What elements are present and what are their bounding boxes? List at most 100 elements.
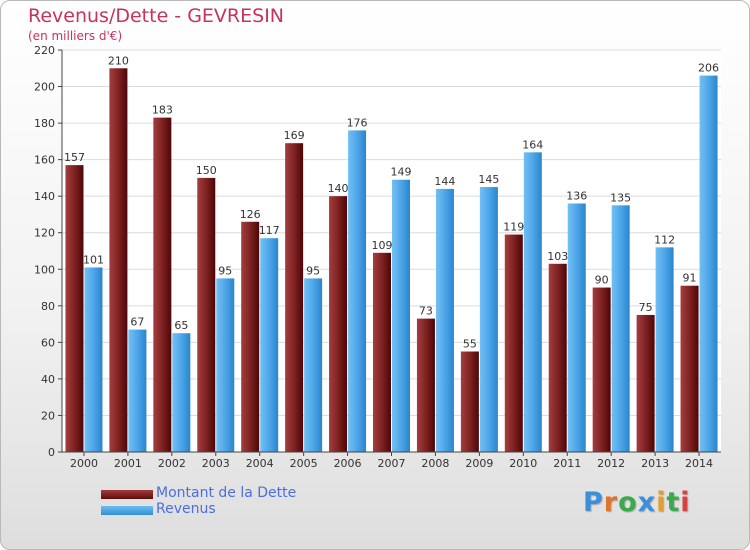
plot-area [62, 50, 721, 452]
x-tick-label: 2002 [158, 457, 186, 470]
y-tick-label: 0 [48, 446, 55, 459]
bar-revenus [611, 205, 630, 452]
bar-revenus [435, 188, 454, 452]
x-tick-label: 2000 [70, 457, 98, 470]
x-tick-label: 2003 [202, 457, 230, 470]
bar-revenus [348, 130, 367, 452]
bar-revenus [523, 152, 542, 452]
bar-revenus [655, 247, 674, 452]
data-label: 126 [240, 208, 261, 221]
bar-dette [680, 285, 699, 452]
y-tick-label: 80 [41, 300, 55, 313]
bar-revenus [567, 203, 586, 452]
data-label: 119 [503, 221, 524, 234]
x-tick-label: 2011 [553, 457, 581, 470]
logo-letter: x [637, 487, 657, 518]
data-label: 169 [284, 129, 305, 142]
logo-letter: i [656, 487, 667, 518]
logo-letter: r [603, 487, 619, 518]
data-label: 65 [174, 319, 188, 332]
bar-dette [548, 263, 567, 452]
data-label: 157 [64, 151, 85, 164]
bar-dette [65, 165, 84, 453]
data-label: 95 [218, 264, 232, 277]
data-label: 164 [522, 138, 543, 151]
legend-swatch-revenus [101, 506, 153, 515]
bar-dette [153, 117, 172, 452]
legend-label-dette: Montant de la Dette [156, 485, 297, 501]
data-label: 91 [683, 272, 697, 285]
data-label: 67 [130, 316, 144, 329]
bar-revenus [216, 278, 235, 452]
bar-revenus [392, 179, 410, 452]
bar-revenus [172, 333, 191, 452]
x-tick-label: 2010 [509, 457, 537, 470]
axis-layer: 0 20 40 60 80 100 120 140 160 180 200 220 2000 2001 20… [34, 44, 721, 470]
y-tick-label: 200 [34, 81, 55, 94]
data-label: 109 [372, 239, 393, 252]
data-label: 210 [108, 54, 129, 67]
data-label: 90 [595, 274, 609, 287]
data-label: 55 [463, 338, 477, 351]
data-label: 144 [434, 175, 455, 188]
data-label: 176 [347, 116, 368, 129]
data-label: 183 [152, 104, 173, 117]
legend-label-revenus: Revenus [156, 501, 216, 517]
y-tick-label: 20 [41, 409, 55, 422]
x-tick-label: 2014 [685, 457, 713, 470]
bar-revenus [128, 329, 147, 452]
chart-subtitle: (en milliers d'€) [28, 29, 123, 43]
bar-revenus [260, 238, 279, 452]
bar-revenus [304, 278, 323, 452]
bar-dette [416, 318, 435, 452]
bar-dette [197, 177, 216, 452]
x-tick-label: 2012 [597, 457, 625, 470]
bar-dette [329, 196, 348, 452]
data-label: 103 [547, 250, 568, 263]
data-label: 75 [639, 301, 653, 314]
y-tick-label: 40 [41, 373, 55, 386]
x-tick-label: 2001 [114, 457, 142, 470]
bar-revenus [479, 187, 498, 452]
data-label: 101 [83, 253, 104, 266]
bar-dette [109, 68, 128, 452]
data-label: 149 [391, 166, 412, 179]
bar-dette [504, 234, 523, 452]
x-tick-label: 2004 [246, 457, 274, 470]
y-tick-label: 120 [34, 227, 55, 240]
x-tick-label: 2006 [334, 457, 362, 470]
bars-layer [65, 68, 718, 453]
proxiti-logo: Proxiti [583, 487, 691, 518]
bar-revenus [84, 267, 103, 452]
x-tick-label: 2007 [378, 457, 406, 470]
data-label: 150 [196, 164, 217, 177]
data-label: 73 [419, 305, 433, 318]
logo-letter: o [618, 487, 638, 518]
logo-letter: P [583, 487, 604, 518]
y-tick-label: 60 [41, 336, 55, 349]
legend-swatch-dette [101, 490, 153, 499]
chart-title: Revenus/Dette - GEVRESIN [28, 5, 285, 27]
labels-layer: 157 101 210 67 183 65 150 95 126 117 169 95 140 176 10… [64, 54, 719, 350]
bar-dette [636, 314, 655, 452]
y-tick-label: 180 [34, 117, 55, 130]
y-tick-label: 160 [34, 154, 55, 167]
bar-dette [460, 351, 479, 452]
data-label: 140 [328, 182, 349, 195]
bar-dette [592, 287, 611, 452]
data-label: 145 [478, 173, 499, 186]
x-tick-label: 2005 [290, 457, 318, 470]
data-label: 117 [259, 224, 280, 237]
logo-letter: t [666, 487, 681, 518]
bar-dette [373, 252, 391, 452]
y-tick-label: 140 [34, 190, 55, 203]
data-label: 206 [698, 62, 719, 75]
data-label: 136 [566, 189, 587, 202]
y-tick-label: 220 [34, 44, 55, 57]
x-tick-label: 2013 [641, 457, 669, 470]
data-label: 112 [654, 233, 675, 246]
bar-dette [241, 221, 260, 452]
x-tick-label: 2008 [421, 457, 449, 470]
